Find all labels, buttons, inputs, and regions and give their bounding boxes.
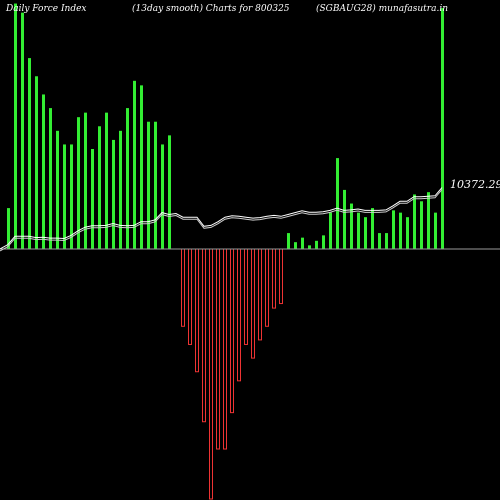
bar-positive — [147, 121, 150, 249]
bar-positive — [378, 233, 381, 249]
bar-positive — [91, 149, 94, 249]
bar-negative — [188, 248, 192, 345]
bar-negative — [237, 248, 241, 382]
bar-negative — [209, 248, 213, 500]
bar-negative — [258, 248, 262, 341]
bar-positive — [336, 158, 339, 249]
bar-positive — [399, 212, 402, 249]
bar-positive — [35, 76, 38, 249]
bar-positive — [14, 3, 17, 249]
bar-negative — [216, 248, 220, 450]
bar-positive — [301, 237, 304, 249]
bar-positive — [98, 126, 101, 249]
bar-positive — [70, 144, 73, 249]
bar-positive — [140, 85, 143, 249]
bar-positive — [315, 240, 318, 249]
bar-positive — [364, 217, 367, 249]
bar-negative — [195, 248, 199, 373]
header-center: (13day smooth) Charts for 800325 — [132, 3, 290, 14]
bars-group — [7, 3, 444, 500]
bar-positive — [434, 212, 437, 249]
bar-negative — [202, 248, 206, 423]
bar-positive — [427, 192, 430, 249]
bar-negative — [272, 248, 276, 309]
line-series-group — [0, 187, 443, 252]
bar-positive — [357, 212, 360, 249]
bar-positive — [308, 245, 311, 249]
bar-positive — [21, 12, 24, 249]
bar-negative — [244, 248, 248, 345]
bar-positive — [63, 144, 66, 249]
bar-negative — [279, 248, 283, 305]
bar-positive — [413, 194, 416, 249]
bar-positive — [350, 203, 353, 249]
bar-positive — [168, 135, 171, 249]
bar-positive — [112, 139, 115, 249]
bar-positive — [343, 189, 346, 249]
bar-positive — [154, 121, 157, 249]
bar-positive — [133, 80, 136, 250]
header-right: (SGBAUG28) munafasutra.in — [316, 3, 448, 14]
bar-positive — [322, 235, 325, 249]
bar-positive — [42, 94, 45, 249]
bar-positive — [28, 58, 31, 249]
bar-positive — [126, 108, 129, 249]
bar-positive — [371, 208, 374, 249]
bar-negative — [265, 248, 269, 327]
bar-negative — [223, 248, 227, 450]
bar-positive — [441, 8, 444, 249]
bar-positive — [406, 217, 409, 249]
bar-positive — [105, 112, 108, 250]
bar-positive — [77, 117, 80, 249]
bar-positive — [392, 210, 395, 249]
smooth-line-lower — [0, 189, 443, 252]
bar-positive — [329, 212, 332, 249]
bar-positive — [161, 144, 164, 249]
bar-positive — [420, 201, 423, 249]
bar-positive — [56, 130, 59, 249]
bar-negative — [230, 248, 234, 414]
bar-positive — [287, 233, 290, 249]
smooth-line-upper — [0, 187, 443, 250]
bar-positive — [119, 130, 122, 249]
bar-positive — [7, 208, 10, 249]
bar-positive — [385, 233, 388, 249]
bar-positive — [294, 242, 297, 249]
bar-negative — [181, 248, 185, 327]
bar-negative — [251, 248, 255, 359]
header-left: Daily Force Index — [5, 4, 87, 14]
bar-positive — [49, 108, 52, 249]
bar-positive — [84, 112, 87, 250]
last-value-label: 10372.29 — [450, 178, 500, 191]
